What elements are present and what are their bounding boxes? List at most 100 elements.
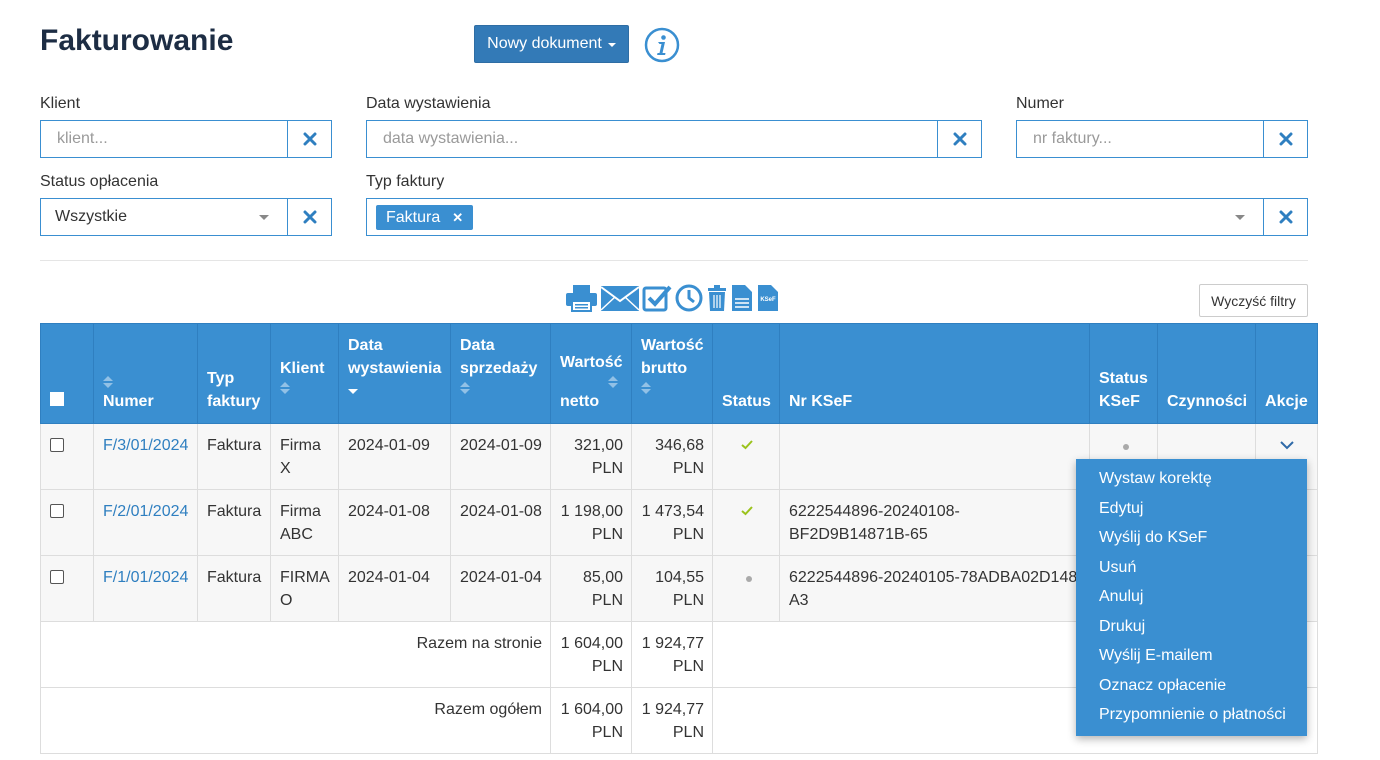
amount: 1 924,77 <box>641 701 704 718</box>
invoice-link[interactable]: F/2/01/2024 <box>103 503 189 520</box>
payment-status-value: Wszystkie <box>55 208 127 225</box>
printer-icon[interactable] <box>565 284 598 312</box>
sort-icon <box>608 376 618 390</box>
cell-brutto: 346,68 PLN <box>631 423 713 490</box>
cell-data-wystawienia: 2024-01-04 <box>338 555 451 622</box>
cell-nr-ksef <box>779 423 1090 490</box>
header-label: Data <box>348 337 383 354</box>
menu-item-usun[interactable]: Usuń <box>1099 558 1137 576</box>
cell-data-wystawienia: 2024-01-08 <box>338 489 451 556</box>
payment-status-select[interactable]: Wszystkie <box>40 198 288 236</box>
header-nr-ksef: Nr KSeF <box>779 323 1090 424</box>
number-clear-button[interactable] <box>1263 120 1308 158</box>
cell-data-sprzedazy: 2024-01-08 <box>450 489 551 556</box>
menu-item-wyslij-do-ksef[interactable]: Wyślij do KSeF <box>1099 529 1208 546</box>
menu-item-oznacz-oplacenie[interactable]: Oznacz opłacenie <box>1099 676 1227 694</box>
invoice-link[interactable]: F/1/01/2024 <box>103 569 189 586</box>
menu-item-drukuj[interactable]: Drukuj <box>1099 617 1146 635</box>
header-select-all[interactable] <box>40 323 94 424</box>
client-name: O <box>280 592 293 609</box>
row-select-cell[interactable] <box>40 423 94 490</box>
close-icon <box>1279 210 1292 224</box>
issue-date-input[interactable] <box>381 129 937 149</box>
close-icon <box>303 132 316 146</box>
amount: 1 604,00 <box>560 701 623 718</box>
tag-remove-icon[interactable]: ✕ <box>452 209 464 225</box>
amount: 1 198,00 <box>560 503 623 520</box>
document-icon[interactable] <box>730 284 754 312</box>
row-select-cell[interactable] <box>40 489 94 556</box>
invoice-link[interactable]: F/3/01/2024 <box>103 437 189 454</box>
summary-netto: 1 604,00 PLN <box>550 687 632 754</box>
client-clear-button[interactable] <box>287 120 332 158</box>
menu-item-edytuj[interactable]: Edytuj <box>1099 499 1144 517</box>
row-select-cell[interactable] <box>40 555 94 622</box>
issue-date-input-wrap <box>366 120 938 158</box>
menu-item-wyslij-email[interactable]: Wyślij E-mailem <box>1099 647 1213 664</box>
row-checkbox[interactable] <box>50 504 64 518</box>
clear-filters-button[interactable]: Wyczyść filtry <box>1199 284 1308 317</box>
close-icon <box>303 210 316 224</box>
header-label: sprzedaży <box>460 360 538 377</box>
amount: 321,00 <box>574 437 623 454</box>
row-checkbox[interactable] <box>50 570 64 584</box>
header-data-sprzedazy[interactable]: Data sprzedaży <box>450 323 551 424</box>
caret-down-icon <box>607 43 616 47</box>
client-input-wrap <box>40 120 288 158</box>
ksef-number: A3 <box>789 592 809 609</box>
info-icon[interactable] <box>644 27 680 63</box>
number-input-wrap <box>1016 120 1264 158</box>
menu-item-przypomnienie[interactable]: Przypomnienie o płatności <box>1099 706 1286 723</box>
number-label: Numer <box>1016 95 1065 112</box>
cell-klient: Firma X <box>270 423 339 490</box>
header-wartosc-netto[interactable]: Wartość netto <box>550 323 632 424</box>
header-akcje: Akcje <box>1255 323 1319 424</box>
header-wartosc-brutto[interactable]: Wartość brutto <box>631 323 713 424</box>
number-input[interactable] <box>1031 129 1263 149</box>
header-label: Akcje <box>1265 393 1308 410</box>
payment-status-clear-button[interactable] <box>287 198 332 236</box>
status-dot-icon <box>745 576 752 582</box>
client-name: Firma <box>280 437 321 454</box>
cell-klient: FIRMA O <box>270 555 339 622</box>
summary-label: Razem na stronie <box>40 621 551 688</box>
amount: 1 924,77 <box>641 635 704 652</box>
cell-numer: F/1/01/2024 <box>93 555 198 622</box>
ksef-document-icon[interactable]: KSeF <box>756 284 780 312</box>
cell-typ: Faktura <box>197 489 271 556</box>
select-all-checkbox[interactable] <box>50 392 64 406</box>
chevron-down-icon <box>1235 215 1245 220</box>
issue-date-clear-button[interactable] <box>937 120 982 158</box>
checkbox-icon[interactable] <box>642 284 672 312</box>
ksef-icon-text: KSeF <box>760 297 776 303</box>
amount: 346,68 <box>655 437 704 454</box>
actions-dropdown-menu: Wystaw korektę Edytuj Wyślij do KSeF Usu… <box>1076 459 1307 736</box>
new-document-button[interactable]: Nowy dokument <box>474 25 629 63</box>
cell-klient: Firma ABC <box>270 489 339 556</box>
cell-typ: Faktura <box>197 555 271 622</box>
header-data-wystawienia[interactable]: Data wystawienia <box>338 323 451 424</box>
header-label: Data <box>460 337 495 354</box>
header-label: Nr KSeF <box>789 393 853 410</box>
clock-icon[interactable] <box>674 284 704 312</box>
sort-icon <box>103 376 113 390</box>
cell-numer: F/3/01/2024 <box>93 423 198 490</box>
header-czynnosci: Czynności <box>1156 323 1257 424</box>
invoice-type-select[interactable] <box>366 198 1264 236</box>
cell-data-sprzedazy: 2024-01-04 <box>450 555 551 622</box>
envelope-icon[interactable] <box>600 284 640 312</box>
header-klient[interactable]: Klient <box>270 323 339 424</box>
menu-item-wystaw-korekte[interactable]: Wystaw korektę <box>1099 470 1212 487</box>
chevron-down-icon[interactable] <box>1280 440 1294 450</box>
trash-icon[interactable] <box>706 284 728 312</box>
header-label: Klient <box>280 360 325 377</box>
header-label: wystawienia <box>348 360 442 377</box>
row-checkbox[interactable] <box>50 438 64 452</box>
menu-item-anuluj[interactable]: Anuluj <box>1099 588 1144 605</box>
client-name: Firma <box>280 503 321 520</box>
client-input[interactable] <box>55 129 287 149</box>
header-numer[interactable]: Numer <box>93 323 198 424</box>
header-status: Status <box>712 323 780 424</box>
new-document-label: Nowy dokument <box>487 35 602 52</box>
invoice-type-clear-button[interactable] <box>1263 198 1308 236</box>
